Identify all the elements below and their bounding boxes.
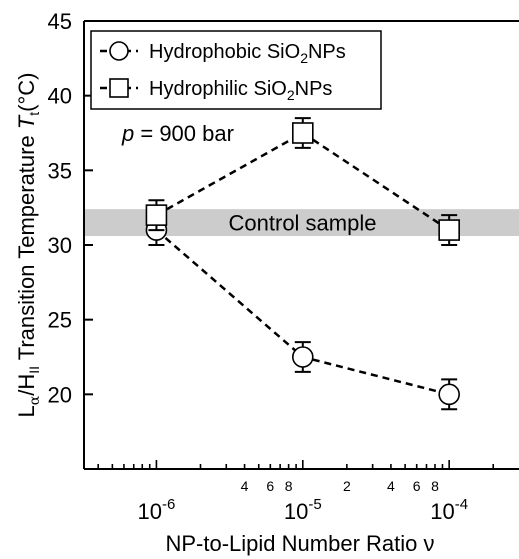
y-label-part2: /H: [14, 374, 39, 396]
y-label-part5: (°C): [14, 72, 39, 111]
legend-label: Hydrophilic SiO2NPs: [149, 78, 332, 103]
x-minor-tick-label: 4: [241, 478, 249, 494]
x-minor-tick-label: 8: [285, 478, 293, 494]
y-label-sub-ii: II: [26, 366, 42, 374]
x-minor-tick-label: 8: [431, 478, 439, 494]
y-tick-label: 40: [48, 84, 72, 109]
pressure-symbol: p: [121, 121, 134, 146]
x-minor-tick-label: 6: [266, 478, 274, 494]
y-tick-label: 30: [48, 233, 72, 258]
x-tick-label: 10-4: [430, 496, 468, 524]
data-point-square: [291, 117, 314, 149]
y-label-part1: L: [14, 405, 39, 417]
legend-entry-circle: Hydrophobic SiO2NPs: [100, 41, 346, 66]
x-ticks: 10-6 10-5 10-44 6 8 2 4 6 8: [97, 460, 495, 524]
y-tick-label: 45: [48, 9, 72, 34]
marker-square: [291, 122, 314, 144]
legend-marker-square: [109, 78, 129, 98]
legend-label: Hydrophobic SiO2NPs: [149, 41, 346, 66]
x-minor-tick-label: 2: [343, 478, 351, 494]
data-point-square: [438, 214, 460, 246]
y-ticks: 20 25 30 35 40 45: [48, 9, 93, 407]
y-tick-label: 25: [48, 308, 72, 333]
marker-square: [145, 204, 168, 226]
marker-square: [438, 219, 460, 241]
y-tick-label: 35: [48, 158, 72, 183]
series-layer: [145, 117, 460, 411]
y-label-part3: Transition Temperature: [14, 129, 39, 366]
x-axis-label: NP-to-Lipid Number Ratio ν: [166, 531, 435, 556]
y-axis-label: Lα/HII Transition Temperature Tt(°C): [14, 72, 43, 417]
marker-circle: [291, 346, 314, 368]
pressure-value: = 900 bar: [134, 121, 234, 146]
data-point-circle: [291, 341, 314, 373]
legend-marker-circle: [109, 41, 129, 61]
x-tick-label: 10-5: [284, 496, 322, 524]
y-label-sub-alpha: α: [27, 395, 43, 405]
x-tick-label: 10-6: [138, 496, 176, 524]
y-tick-label: 20: [48, 382, 72, 407]
control-sample-label: Control sample: [229, 211, 377, 236]
marker-circle: [438, 383, 460, 406]
pressure-annotation: p = 900 bar: [121, 121, 234, 146]
legend: Hydrophobic SiO2NPs Hydrophilic SiO2NPs: [90, 30, 382, 110]
y-label-sub-t: t: [26, 112, 42, 116]
data-point-square: [145, 199, 168, 232]
x-minor-tick-label: 4: [387, 478, 395, 494]
y-label-part4: T: [14, 114, 39, 129]
x-minor-tick-label: 6: [413, 478, 421, 494]
legend-box: [90, 30, 382, 110]
data-point-circle: [438, 378, 460, 411]
legend-entry-square: Hydrophilic SiO2NPs: [100, 78, 332, 103]
